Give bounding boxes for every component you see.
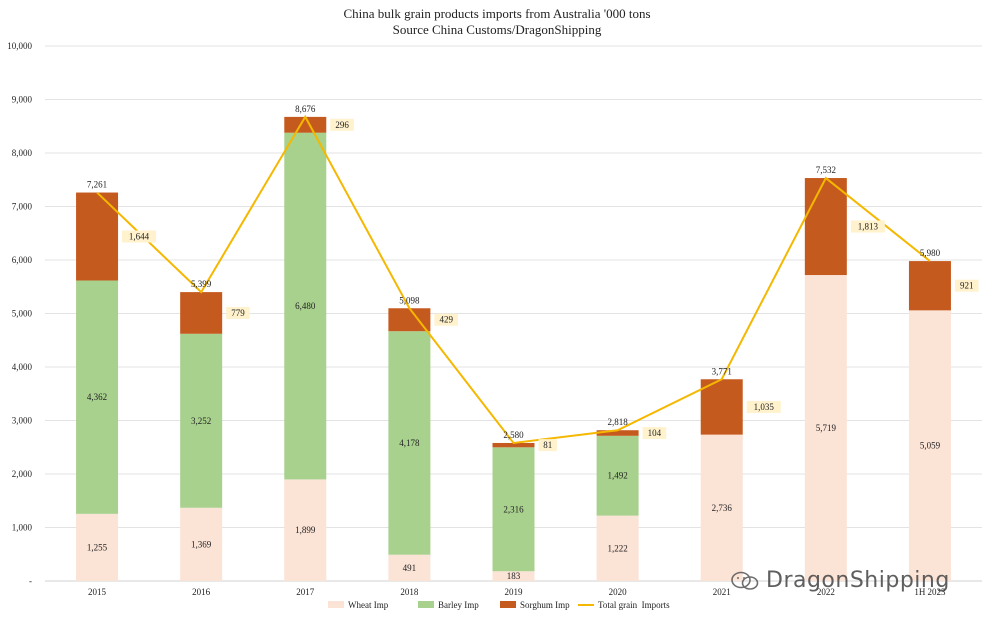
y-tick-label: 5,000 xyxy=(12,309,33,319)
data-label: 3,252 xyxy=(191,416,211,426)
bar-segment xyxy=(804,275,847,581)
data-label: 491 xyxy=(403,563,417,573)
y-tick-label: 2,000 xyxy=(12,469,33,479)
x-tick-label: 2018 xyxy=(400,587,419,597)
bar-segment xyxy=(804,178,847,276)
total-label: 7,532 xyxy=(816,165,836,175)
total-label: 5,399 xyxy=(191,279,212,289)
data-label-box xyxy=(746,400,781,413)
y-tick-label: 4,000 xyxy=(12,362,33,372)
total-label: 2,580 xyxy=(503,430,524,440)
data-label: 1,369 xyxy=(191,539,212,549)
data-label: 779 xyxy=(231,308,245,318)
chart-subtitle: Source China Customs/DragonShipping xyxy=(392,22,602,37)
y-tick-label: 6,000 xyxy=(12,255,33,265)
legend-swatch xyxy=(418,601,434,608)
data-label: 1,492 xyxy=(607,471,627,481)
legend-label: Total grain Imports xyxy=(598,600,670,610)
legend-label: Sorghum Imp xyxy=(520,600,570,610)
bar-segment xyxy=(908,310,951,581)
y-tick-label: 10,000 xyxy=(7,41,32,51)
bar-segment xyxy=(596,430,639,436)
data-label: 183 xyxy=(507,571,521,581)
data-label: 1,222 xyxy=(607,543,627,553)
data-label-box xyxy=(538,439,557,452)
bar-segment xyxy=(284,116,327,133)
chart-title: China bulk grain products imports from A… xyxy=(343,6,651,21)
data-label: 5,059 xyxy=(920,441,941,451)
data-label: 1,813 xyxy=(858,222,879,232)
y-tick-label: 7,000 xyxy=(12,202,33,212)
bar-segment xyxy=(284,132,327,480)
bar-segment xyxy=(388,308,431,332)
y-tick-label: 8,000 xyxy=(12,148,33,158)
total-label: 8,676 xyxy=(295,104,316,114)
watermark-text: DragonShipping xyxy=(766,568,950,593)
bar-segment xyxy=(700,379,743,435)
bar-segment xyxy=(908,261,951,311)
data-label-box xyxy=(226,306,250,319)
data-label: 1,255 xyxy=(87,542,108,552)
y-tick-label: 9,000 xyxy=(12,95,33,105)
total-label: 7,261 xyxy=(87,180,107,190)
y-tick-label: - xyxy=(29,576,32,586)
data-label-box xyxy=(642,427,667,440)
legend-swatch xyxy=(328,601,344,608)
bar-segment xyxy=(388,331,431,555)
bar-segment xyxy=(492,571,535,581)
legend-swatch xyxy=(500,601,516,608)
data-label: 6,480 xyxy=(295,301,316,311)
data-label: 1,644 xyxy=(129,232,150,242)
bar-segment xyxy=(180,333,223,508)
bar-segment xyxy=(596,435,639,516)
total-label: 3,771 xyxy=(712,366,732,376)
data-label: 2,316 xyxy=(503,504,524,514)
data-label: 2,736 xyxy=(712,503,733,513)
total-label: 2,818 xyxy=(607,417,628,427)
data-label: 921 xyxy=(960,281,974,291)
bar-segment xyxy=(284,479,327,581)
data-label: 429 xyxy=(439,315,453,325)
legend-label: Wheat Imp xyxy=(348,600,389,610)
total-line xyxy=(96,114,931,445)
total-label: 5,098 xyxy=(399,295,420,305)
data-label-box xyxy=(122,230,157,243)
bar-segment xyxy=(492,447,535,572)
bar-segment xyxy=(76,280,119,514)
x-tick-label: 2015 xyxy=(88,587,107,597)
data-label: 1,899 xyxy=(295,525,316,535)
x-tick-label: 2017 xyxy=(296,587,315,597)
bar-segment xyxy=(180,507,223,581)
legend-label: Barley Imp xyxy=(438,600,479,610)
x-tick-label: 2019 xyxy=(505,587,524,597)
x-tick-label: 2020 xyxy=(609,587,628,597)
bar-segment xyxy=(76,513,119,581)
data-label: 4,362 xyxy=(87,392,107,402)
x-tick-label: 2021 xyxy=(713,587,731,597)
wechat-icon xyxy=(731,571,759,590)
data-label: 81 xyxy=(543,440,552,450)
data-label-box xyxy=(330,118,354,131)
data-label: 1,035 xyxy=(754,402,775,412)
data-label: 5,719 xyxy=(816,423,837,433)
bar-segment xyxy=(180,292,223,334)
bar-segment xyxy=(596,515,639,581)
data-label: 296 xyxy=(335,120,349,130)
y-tick-label: 3,000 xyxy=(12,416,33,426)
bar-segment xyxy=(388,554,431,581)
x-tick-label: 2022 xyxy=(817,587,835,597)
data-label-box xyxy=(850,220,885,233)
bar-segment xyxy=(492,442,535,448)
data-label-box xyxy=(954,279,979,292)
watermark: DragonShipping xyxy=(730,568,950,593)
data-label: 4,178 xyxy=(399,438,420,448)
x-tick-label: 1H 2023 xyxy=(914,587,946,597)
total-label: 5,980 xyxy=(920,248,941,258)
data-label: 104 xyxy=(648,428,662,438)
data-label-box xyxy=(434,313,458,326)
y-tick-label: 1,000 xyxy=(12,523,33,533)
x-tick-label: 2016 xyxy=(192,587,211,597)
bar-segment xyxy=(700,434,743,581)
